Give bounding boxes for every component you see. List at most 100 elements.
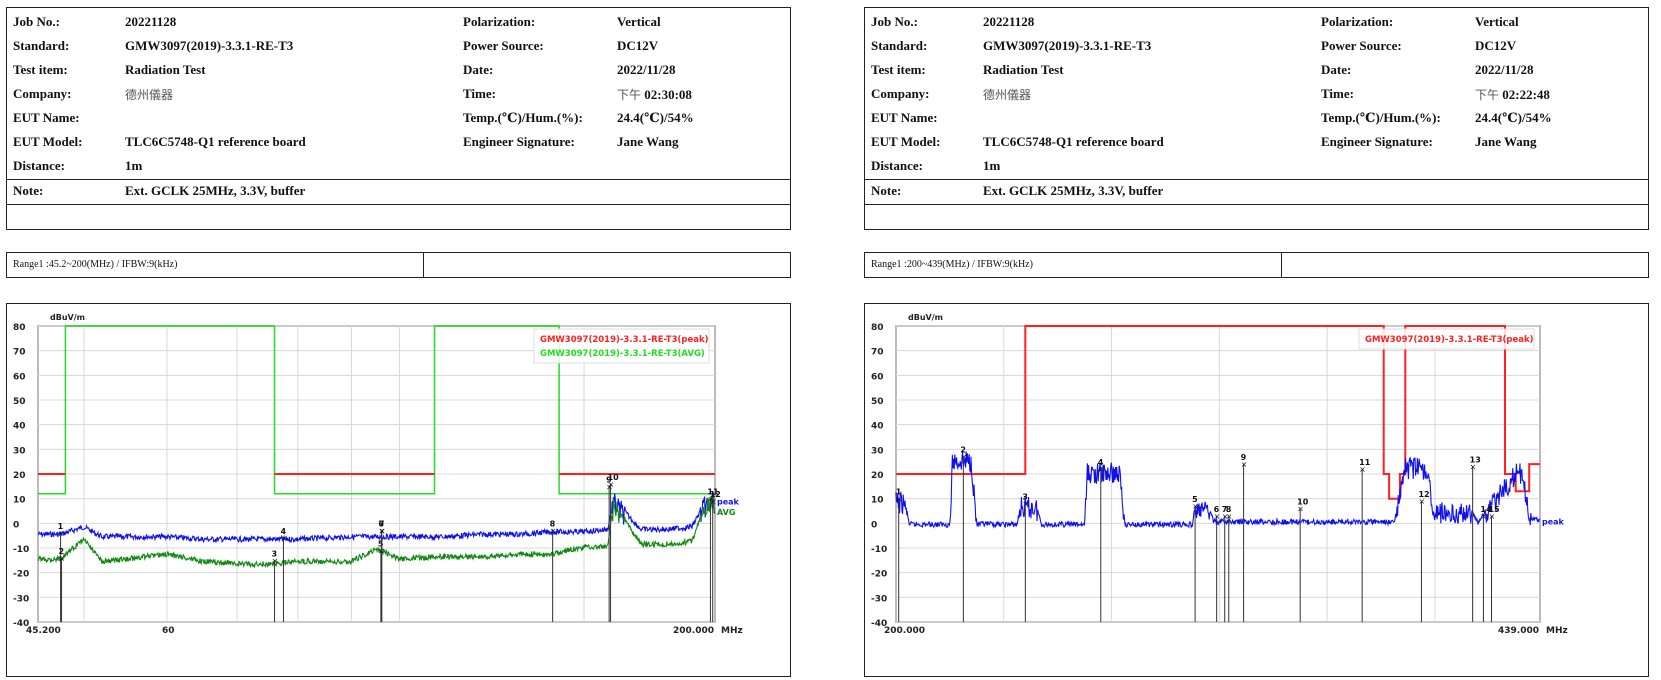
marker-x-icon: × xyxy=(1297,505,1304,514)
marker-label: 9 xyxy=(1241,453,1247,462)
y-tick-label: -40 xyxy=(871,619,887,629)
y-tick-label: 20 xyxy=(13,471,26,481)
legend-entry: GMW3097(2019)-3.3.1-RE-T3(AVG) xyxy=(540,349,705,359)
marker-label: 5 xyxy=(1192,495,1198,504)
y-tick-label: 0 xyxy=(13,520,19,530)
divider xyxy=(423,253,424,277)
info-row: Distance: 1m xyxy=(865,158,1648,182)
marker-label: 13 xyxy=(1470,456,1481,465)
marker-label: 12 xyxy=(710,490,721,499)
marker-label: 7 xyxy=(1222,505,1228,514)
polarization-value: Vertical xyxy=(617,14,661,29)
info-row: Test item: Radiation Test Date: 2022/11/… xyxy=(865,62,1648,86)
eut-model-value: TLC6C5748-Q1 reference board xyxy=(983,134,1164,149)
date-value: 2022/11/28 xyxy=(617,62,676,77)
marker-x-icon: × xyxy=(379,527,386,536)
x-axis-unit: MHz xyxy=(721,626,743,636)
marker-x-icon: × xyxy=(710,497,717,506)
y-tick-label: 70 xyxy=(13,348,26,358)
time-value: 02:30:08 xyxy=(644,87,692,102)
info-row: Job No.: 20221128 Polarization: Vertical xyxy=(865,14,1648,38)
marker-x-icon: × xyxy=(58,529,65,538)
marker-label: 8 xyxy=(550,520,556,529)
range-bar: Range1 :200~439(MHz) / IFBW:9(kHz) xyxy=(864,252,1649,278)
y-tick-label: -20 xyxy=(13,570,29,580)
marker-label: 1 xyxy=(58,522,64,531)
marker-label: 6 xyxy=(1214,505,1220,514)
divider xyxy=(7,179,790,180)
x-tick-label: 439.000 xyxy=(1498,626,1539,636)
polarization-label: Polarization: xyxy=(463,14,536,29)
y-tick-label: -30 xyxy=(871,594,887,604)
marker-label: 11 xyxy=(707,488,719,497)
marker-label: 1 xyxy=(896,488,902,497)
temp-hum-label: Temp.(℃)/Hum.(%): xyxy=(463,110,583,125)
polarization-label: Polarization: xyxy=(1321,14,1394,29)
job-no-value: 20221128 xyxy=(125,14,177,29)
marker-x-icon: × xyxy=(280,534,287,543)
y-axis-unit: dBuV/m xyxy=(50,313,85,322)
eut-name-label: EUT Name: xyxy=(871,110,938,125)
time-label: Time: xyxy=(1321,86,1354,101)
range-bar: Range1 :45.2~200(MHz) / IFBW:9(kHz) xyxy=(6,252,791,278)
distance-label: Distance: xyxy=(13,158,65,173)
note-value: Ext. GCLK 25MHz, 3.3V, buffer xyxy=(983,183,1164,198)
test-item-label: Test item: xyxy=(871,62,926,77)
trace-label: peak xyxy=(1542,517,1565,526)
marker-x-icon: × xyxy=(608,480,615,489)
info-row: Standard: GMW3097(2019)-3.3.1-RE-T3 Powe… xyxy=(7,38,790,62)
info-row: EUT Model: TLC6C5748-Q1 reference board … xyxy=(7,134,790,158)
note-value: Ext. GCLK 25MHz, 3.3V, buffer xyxy=(125,183,306,198)
x-tick-label: 60 xyxy=(162,626,175,636)
standard-value: GMW3097(2019)-3.3.1-RE-T3 xyxy=(125,38,294,53)
note-label: Note: xyxy=(871,183,902,198)
x-axis-unit: MHz xyxy=(1546,626,1568,636)
range-text: Range1 :45.2~200(MHz) / IFBW:9(kHz) xyxy=(13,259,178,270)
y-tick-label: 70 xyxy=(871,348,884,358)
standard-label: Standard: xyxy=(871,38,928,53)
legend-box xyxy=(533,328,710,364)
time-label: Time: xyxy=(463,86,496,101)
distance-label: Distance: xyxy=(871,158,923,173)
marker-label: 3 xyxy=(272,549,278,558)
y-tick-label: 50 xyxy=(13,397,26,407)
marker-label: 10 xyxy=(1297,498,1309,507)
marker-label: 2 xyxy=(960,446,966,455)
marker-x-icon: × xyxy=(1226,512,1233,521)
marker-label: 4 xyxy=(1098,458,1104,467)
eut-name-label: EUT Name: xyxy=(13,110,80,125)
avg-trace xyxy=(37,495,716,569)
marker-x-icon: × xyxy=(1022,500,1029,509)
x-tick-label: 200.000 xyxy=(673,626,714,636)
y-tick-label: -40 xyxy=(13,619,29,629)
marker-x-icon: × xyxy=(1241,460,1248,469)
marker-x-icon: × xyxy=(896,495,903,504)
company-label: Company: xyxy=(13,86,72,101)
engineer-value: Jane Wang xyxy=(1475,134,1537,149)
marker-x-icon: × xyxy=(550,527,557,536)
y-axis-unit: dBuV/m xyxy=(908,313,943,322)
range-text: Range1 :200~439(MHz) / IFBW:9(kHz) xyxy=(871,259,1033,270)
info-row: Company: 德州儀器 Time: 下午 02:22:48 xyxy=(865,86,1648,110)
note-label: Note: xyxy=(13,183,44,198)
company-value: 德州儀器 xyxy=(125,88,174,102)
y-tick-label: -20 xyxy=(871,570,887,580)
date-value: 2022/11/28 xyxy=(1475,62,1534,77)
eut-model-label: EUT Model: xyxy=(871,134,941,149)
marker-x-icon: × xyxy=(1418,497,1425,506)
company-value: 德州儀器 xyxy=(983,88,1032,102)
power-source-label: Power Source: xyxy=(463,38,544,53)
trace-label: AVG xyxy=(717,508,735,517)
company-label: Company: xyxy=(871,86,930,101)
job-no-value: 20221128 xyxy=(983,14,1035,29)
marker-label: 14 xyxy=(1480,505,1492,514)
marker-x-icon: × xyxy=(272,556,279,565)
y-tick-label: 10 xyxy=(871,496,884,506)
eut-model-label: EUT Model: xyxy=(13,134,83,149)
distance-value: 1m xyxy=(983,158,1001,173)
job-no-label: Job No.: xyxy=(13,14,60,29)
test-info-table: Job No.: 20221128 Polarization: Vertical… xyxy=(864,7,1649,230)
polarization-value: Vertical xyxy=(1475,14,1519,29)
y-tick-label: 40 xyxy=(13,422,26,432)
info-row: Note: Ext. GCLK 25MHz, 3.3V, buffer xyxy=(865,183,1648,207)
